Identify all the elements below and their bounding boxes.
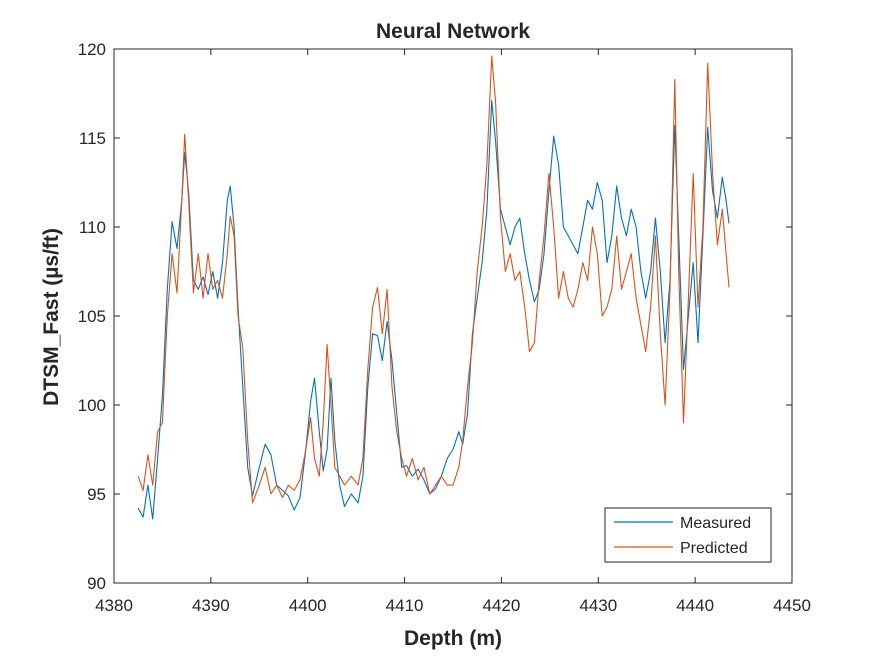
x-axis-label: Depth (m) [404,627,502,650]
series-line-measured [137,100,730,520]
x-tick-label: 4380 [95,596,133,615]
legend-label-measured: Measured [680,515,751,532]
x-tick-label: 4430 [579,596,617,615]
x-tick-label: 4390 [192,596,230,615]
plot-area: 4380 4390 4400 4410 4420 4430 4440 4450 90 95 100 1… [78,40,811,615]
y-tick-label: 100 [78,396,106,415]
x-tick-label: 4440 [676,596,714,615]
y-axis-label: DTSM_Fast (µs/ft) [40,228,63,406]
y-tick-label: 90 [87,574,106,593]
x-tick-label: 4420 [483,596,521,615]
y-tick-label: 105 [78,307,106,326]
y-tick-label: 115 [79,129,106,148]
x-tick-label: 4450 [773,596,811,615]
y-tick-label: 110 [79,218,106,237]
x-tick-label: 4400 [289,596,327,615]
legend: Measured Predicted [604,507,772,563]
y-tick-label: 95 [87,485,106,504]
legend-box [604,507,772,563]
y-tick-label: 120 [78,40,106,59]
x-tick-label: 4410 [386,596,424,615]
chart-title: Neural Network [376,20,530,43]
legend-label-predicted: Predicted [680,540,748,557]
series-line-predicted [137,55,730,504]
